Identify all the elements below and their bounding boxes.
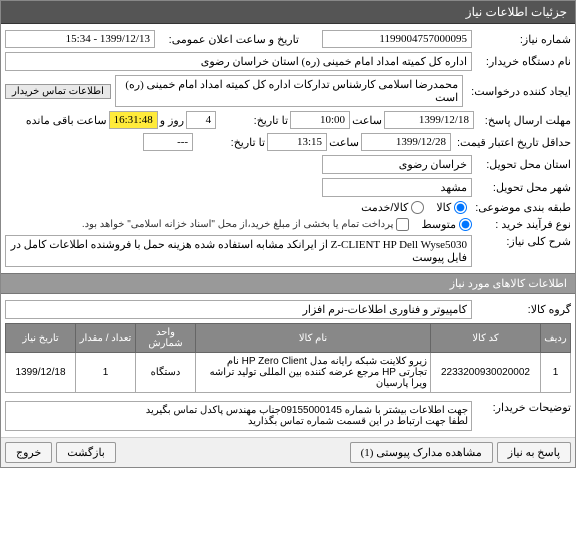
back-button[interactable]: بازگشت [56,442,116,463]
exit-button[interactable]: خروج [5,442,52,463]
td-row: 1 [541,353,571,393]
buyer-value: اداره کل کمیته امداد امام خمینی (ره) است… [5,52,472,71]
category-service-label: کالا/خدمت [361,201,408,214]
deadline-hours: 16:31:48 [109,111,158,129]
creator-value: محمدرضا اسلامی کارشناس تدارکات اداره کل … [115,75,463,107]
city-label: شهر محل تحویل: [476,181,571,194]
buyer-label: نام دستگاه خریدار: [476,55,571,68]
deadline-date: 1399/12/18 [384,111,474,129]
buyer-notes-line2: لطفا جهت ارتباط در این قسمت شماره تماس ب… [9,416,468,427]
dialog-title: جزئیات اطلاعات نیاز [1,1,575,24]
td-date: 1399/12/18 [6,353,76,393]
th-code: کد کالا [431,324,541,353]
td-name: زیرو کلاینت شبکه رایانه مدل HP Zero Clie… [196,353,431,393]
buyer-notes-label: توضیحات خریدار: [476,401,571,414]
th-qty: تعداد / مقدار [76,324,136,353]
category-label: طبقه بندی موضوعی: [471,201,571,214]
process-note-input[interactable] [396,218,409,231]
td-unit: دستگاه [136,353,196,393]
deadline-time-label: ساعت [352,114,382,127]
contact-button[interactable]: اطلاعات تماس خریدار [5,84,111,99]
th-date: تاریخ نیاز [6,324,76,353]
category-goods-input[interactable] [454,201,467,214]
dialog-title-text: جزئیات اطلاعات نیاز [466,5,567,19]
table-row: 1 2233200930020002 زیرو کلاینت شبکه رایا… [6,353,571,393]
td-code: 2233200930020002 [431,353,541,393]
announce-value: 1399/12/13 - 15:34 [5,30,155,48]
deadline-hours-label: ساعت باقی مانده [26,114,107,127]
deadline-days-label: روز و [160,114,184,127]
goods-group-value: کامپیوتر و فناوری اطلاعات-نرم افزار [5,300,472,319]
reply-button[interactable]: پاسخ به نیاز [497,442,571,463]
general-desc-value: Z-CLIENT HP Dell Wyse5030 از ایرانکد مشا… [5,235,472,267]
city-value: مشهد [322,178,472,197]
process-option-radio[interactable]: متوسط [421,218,472,231]
th-row: ردیف [541,324,571,353]
goods-group-label: گروه کالا: [476,303,571,316]
announce-label: تاریخ و ساعت اعلان عمومی: [159,33,299,46]
province-value: خراسان رضوی [322,155,472,174]
buyer-notes-line1: جهت اطلاعات بیشتر با شماره 09155000145جن… [9,405,468,416]
buyer-notes-box: جهت اطلاعات بیشتر با شماره 09155000145جن… [5,401,472,431]
province-label: استان محل تحویل: [476,158,571,171]
th-unit: واحد شمارش [136,324,196,353]
validity-time: 13:15 [267,133,327,151]
process-note-check[interactable]: پرداخت تمام یا بخشی از مبلغ خرید،از محل … [82,218,410,231]
process-note-label: پرداخت تمام یا بخشی از مبلغ خرید،از محل … [82,219,394,230]
deadline-remaining-label: تا تاریخ: [218,114,288,127]
validity-remaining-label: تا تاریخ: [195,136,265,149]
category-service-input[interactable] [411,201,424,214]
validity-label: حداقل تاریخ اعتبار قیمت: [453,136,571,149]
validity-dash: --- [143,133,193,151]
deadline-label: مهلت ارسال پاسخ: [476,114,571,127]
process-label: نوع فرآیند خرید : [476,218,571,231]
creator-label: ایجاد کننده درخواست: [467,85,571,98]
need-number-value: 1199004757000095 [322,30,472,48]
validity-date: 1399/12/28 [361,133,451,151]
goods-table: ردیف کد کالا نام کالا واحد شمارش تعداد /… [5,323,571,393]
process-option-input[interactable] [459,218,472,231]
need-number-label: شماره نیاز: [476,33,571,46]
goods-section-header: اطلاعات کالاهای مورد نیاز [1,273,575,294]
category-service-radio[interactable]: کالا/خدمت [361,201,424,214]
process-option-label: متوسط [421,218,456,231]
goods-section-title: اطلاعات کالاهای مورد نیاز [450,278,567,290]
category-goods-radio[interactable]: کالا [436,201,467,214]
th-name: نام کالا [196,324,431,353]
td-qty: 1 [76,353,136,393]
deadline-time: 10:00 [290,111,350,129]
category-goods-label: کالا [436,201,451,214]
deadline-days: 4 [186,111,216,129]
attachments-button[interactable]: مشاهده مدارک پیوستی (1) [350,442,493,463]
general-desc-label: شرح کلی نیاز: [476,235,571,248]
validity-time-label: ساعت [329,136,359,149]
